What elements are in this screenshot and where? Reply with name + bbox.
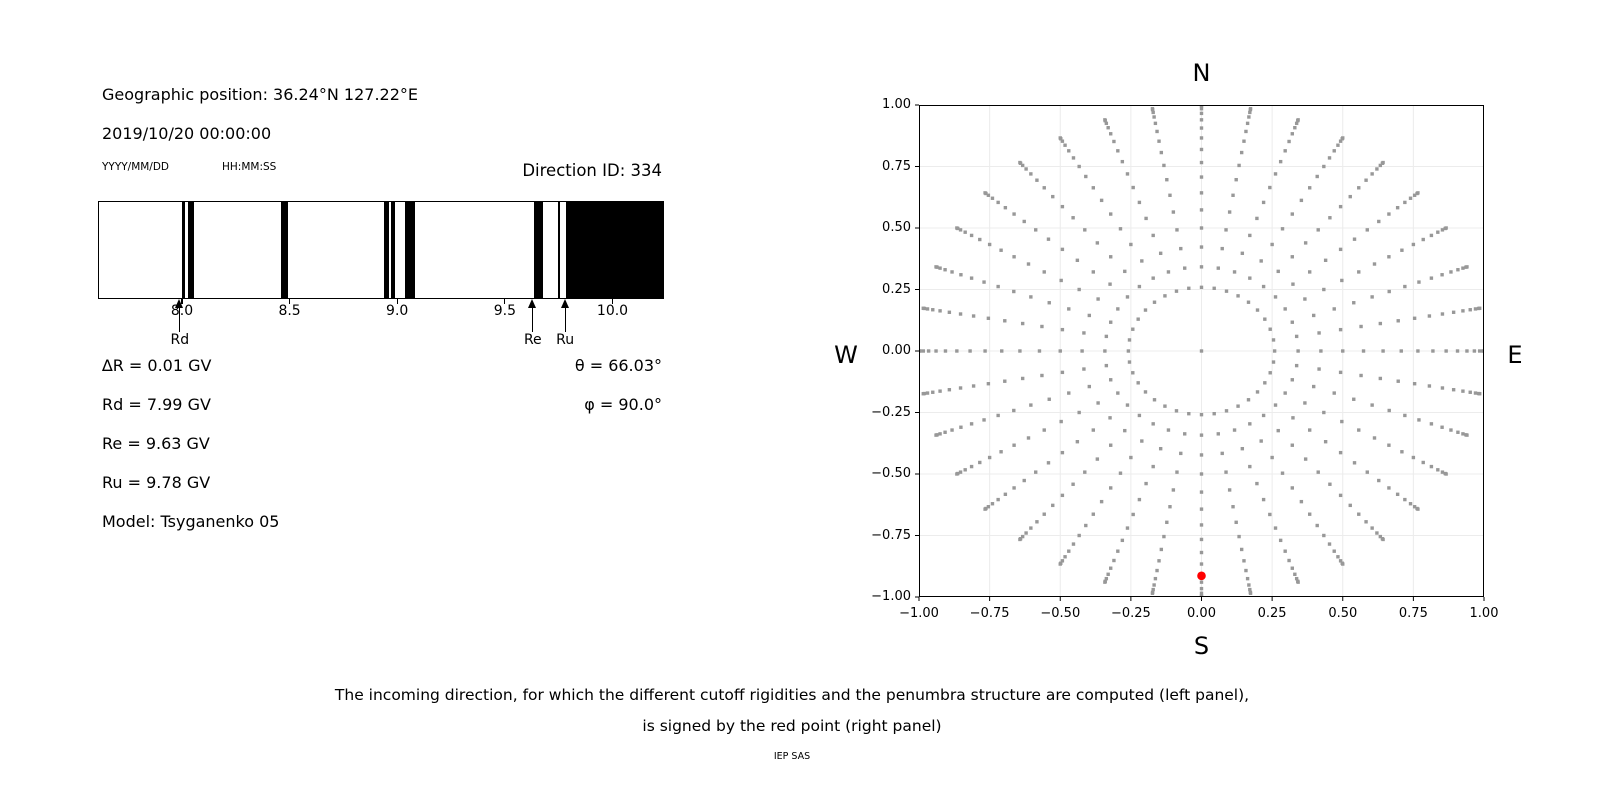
direction-dots xyxy=(919,105,1484,597)
x-tick-label: 9.0 xyxy=(386,303,409,319)
rd-arrowhead-icon xyxy=(175,298,184,308)
re-arrow xyxy=(532,306,534,332)
x-tick-label: −0.75 xyxy=(969,606,1010,621)
forbidden-band xyxy=(383,202,389,298)
x-tick-label: 0.00 xyxy=(1187,606,1216,621)
geographic-position: Geographic position: 36.24°N 127.22°E xyxy=(102,85,418,104)
penumbra-axes xyxy=(98,201,664,299)
compass-south-label: S xyxy=(1193,632,1210,660)
y-tick-label: 1.00 xyxy=(882,97,911,112)
direction-grid-plot xyxy=(915,104,1485,601)
x-tick-label: −0.50 xyxy=(1040,606,1081,621)
x-tick-label: 0.50 xyxy=(1328,606,1358,621)
ru-value: Ru = 9.78 GV xyxy=(102,473,211,492)
direction-id-title: Direction ID: 334 xyxy=(522,161,662,180)
datetime: 2019/10/20 00:00:00 xyxy=(102,124,272,143)
forbidden-band xyxy=(566,202,663,298)
x-tick-label: 10.0 xyxy=(596,303,629,319)
x-tick xyxy=(611,299,614,304)
rd-arrow-label: Rd xyxy=(170,332,190,348)
direction-grid-panel: N S W E −1.00 −0.75 −0.50 −0.25 0.00 0.25 0.50… xyxy=(834,61,1522,658)
x-tick-label: 9.5 xyxy=(493,303,517,319)
y-tick-label: 0.00 xyxy=(882,343,911,358)
y-tick-label: −0.75 xyxy=(871,527,911,543)
ru-arrowhead-icon xyxy=(560,298,569,308)
axes-border xyxy=(919,105,1484,597)
model-label: Model: Tsyganenko 05 xyxy=(102,512,280,531)
x-tick xyxy=(289,299,291,304)
forbidden-band xyxy=(188,202,195,298)
compass-west-label: W xyxy=(834,341,858,369)
ru-arrow xyxy=(564,306,566,332)
re-arrowhead-icon xyxy=(528,298,537,308)
re-value: Re = 9.63 GV xyxy=(102,434,210,453)
forbidden-band xyxy=(280,202,288,298)
y-tick-label: −1.00 xyxy=(871,589,911,604)
y-tick-label: −0.50 xyxy=(871,466,911,481)
y-tick-label: 0.50 xyxy=(882,220,911,235)
caption-line-2: is signed by the red point (right panel) xyxy=(642,717,942,735)
theta-value: θ = 66.03° xyxy=(574,356,662,375)
re-arrow-label: Re xyxy=(523,332,542,348)
x-tick-label: −0.25 xyxy=(1110,606,1151,621)
rd-value: Rd = 7.99 GV xyxy=(102,395,211,414)
x-tick-label: 1.00 xyxy=(1469,606,1499,621)
phi-value: φ = 90.0° xyxy=(584,395,662,414)
penumbra-panel: Direction ID: 334 8.0 8.5 9.0 9.5 10.0 Rd Re Ru xyxy=(98,161,664,348)
x-tick xyxy=(396,299,398,304)
forbidden-band xyxy=(391,202,395,298)
rd-arrow xyxy=(179,306,181,332)
y-tick-label: 0.75 xyxy=(882,158,911,174)
forbidden-band xyxy=(181,202,185,298)
x-tick-label: 8.5 xyxy=(278,303,301,319)
y-tick-label: 0.25 xyxy=(882,281,911,297)
forbidden-band xyxy=(405,202,416,298)
x-tick-label: 0.75 xyxy=(1398,606,1428,621)
selected-direction-red-point xyxy=(1197,571,1206,581)
forbidden-band xyxy=(557,202,561,298)
compass-east-label: E xyxy=(1507,341,1523,369)
time-format-label: HH:MM:SS xyxy=(222,161,277,173)
date-format-label: YYYY/MM/DD xyxy=(102,161,170,173)
credit-label: IEP SAS xyxy=(773,751,811,762)
x-tick xyxy=(504,299,506,304)
x-tick-label: −1.00 xyxy=(899,606,939,621)
x-tick-label: 0.25 xyxy=(1257,606,1287,621)
compass-north-label: N xyxy=(1192,59,1211,87)
caption-line-1: The incoming direction, for which the di… xyxy=(334,686,1250,704)
delta-r-value: ∆R = 0.01 GV xyxy=(102,356,212,375)
ru-arrow-label: Ru xyxy=(556,332,575,348)
y-tick-label: −0.25 xyxy=(871,404,911,420)
forbidden-band xyxy=(533,202,543,298)
